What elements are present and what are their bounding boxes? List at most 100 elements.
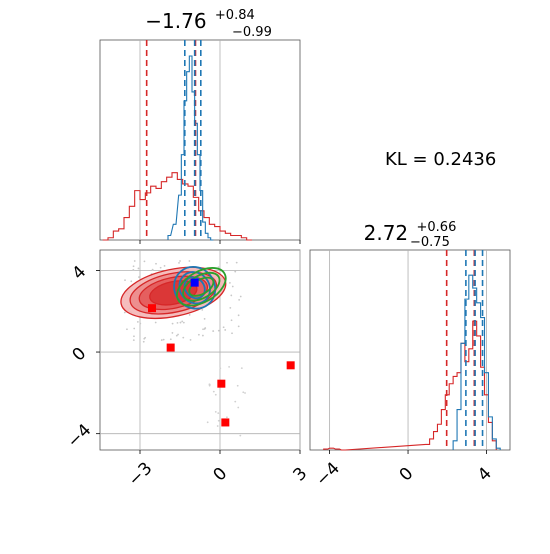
joint-sample-point [230, 294, 233, 297]
joint-x-tick-label: 0 [210, 464, 232, 486]
joint-contour-level [176, 267, 227, 307]
joint-sample-point [182, 321, 185, 324]
joint-sample-point [203, 318, 206, 320]
joint-y-tick-label: −4 [64, 420, 96, 452]
joint-sample-point [143, 337, 146, 340]
x2-marginal-panel: −4 0 4 [309, 249, 511, 491]
joint-sample-point [204, 327, 207, 329]
x2-title-value: 2.72 [364, 221, 409, 245]
joint-sample-point [217, 419, 220, 422]
x2-histogram-line [452, 274, 501, 450]
joint-sample-point [212, 390, 215, 393]
joint-sample-point [155, 262, 157, 265]
joint-sample-point [236, 384, 239, 387]
joint-sample-point [202, 328, 204, 331]
x2-title: 2.72 +0.66 [364, 220, 457, 245]
joint-sample-point [143, 260, 146, 263]
joint-sample-point [176, 321, 179, 324]
joint-sample-point [217, 329, 220, 332]
x1-title-minus: −0.99 [232, 25, 272, 40]
joint-sample-point [228, 365, 231, 368]
joint-sample-point [142, 340, 145, 343]
joint-sample-point [214, 393, 217, 396]
joint-sample-point [132, 339, 135, 342]
joint-red-marker [217, 379, 226, 388]
joint-sample-point [219, 367, 222, 370]
joint-x-tick-label: 3 [290, 464, 312, 486]
joint-panel: −3 0 3 −4 0 4 [64, 249, 312, 491]
joint-sample-point [133, 260, 136, 262]
x1-histogram-line [102, 172, 252, 241]
joint-sample-point [160, 339, 163, 341]
joint-sample-point [123, 311, 126, 314]
joint-contour-level [182, 271, 221, 302]
kl-annotation: KL = 0.2436 [385, 149, 496, 170]
joint-sample-point [151, 268, 154, 271]
joint-contour-level [183, 276, 206, 300]
x1-title: −1.76 +0.84 [145, 8, 255, 33]
joint-x-tick-label: −3 [125, 459, 157, 491]
joint-sample-point [217, 266, 220, 269]
joint-sample-point [171, 322, 174, 325]
joint-sample-point [226, 416, 228, 419]
joint-sample-point [229, 307, 232, 309]
x2-marginal-frame [309, 249, 511, 451]
joint-blue-marker [190, 278, 199, 287]
joint-sample-point [189, 338, 192, 341]
x2-marginal-tick-label: −4 [312, 459, 344, 491]
joint-sample-point [240, 367, 243, 370]
joint-sample-point [124, 279, 126, 281]
joint-sample-point [230, 319, 233, 322]
x2-title-plus: +0.66 [417, 220, 457, 235]
joint-sample-point [188, 260, 191, 262]
joint-y-tick-label: 4 [69, 262, 91, 284]
joint-sample-point [206, 421, 209, 424]
joint-sample-point [242, 391, 245, 394]
joint-sample-point [162, 338, 165, 341]
joint-sample-point [234, 400, 237, 403]
joint-sample-point [182, 336, 185, 339]
joint-sample-point [188, 313, 191, 316]
joint-sample-point [175, 334, 178, 337]
joint-sample-point [226, 261, 228, 264]
joint-sample-point [231, 285, 234, 288]
x2-marginal-tick-label: 0 [396, 464, 418, 486]
joint-sample-point [130, 280, 133, 283]
joint-sample-point [237, 314, 240, 317]
joint-sample-point [216, 425, 219, 427]
joint-sample-point [237, 325, 240, 328]
x1-title-plus: +0.84 [215, 8, 255, 23]
joint-sample-point [136, 321, 139, 323]
joint-sample-point [222, 326, 225, 329]
joint-sample-point [179, 321, 182, 324]
joint-sample-point [171, 332, 174, 334]
x1-marginal-panel [99, 39, 301, 244]
joint-sample-point [239, 295, 242, 298]
joint-sample-point [201, 334, 204, 337]
joint-sample-point [179, 260, 181, 262]
joint-sample-point [137, 267, 140, 270]
x1-histogram-line [167, 55, 214, 241]
joint-sample-point [212, 330, 215, 332]
x1-title-value: −1.76 [145, 9, 206, 33]
joint-sample-point [224, 329, 227, 331]
joint-sample-point [159, 266, 162, 269]
joint-sample-point [235, 261, 238, 264]
joint-sample-point [208, 384, 211, 387]
joint-sample-point [139, 322, 142, 325]
joint-sample-point [126, 328, 128, 331]
joint-sample-point [177, 333, 179, 336]
joint-sample-point [201, 308, 204, 311]
joint-red-marker [166, 343, 175, 352]
x2-histogram-line [323, 320, 497, 451]
joint-y-tick-label: 0 [69, 344, 91, 366]
joint-sample-point [231, 332, 233, 335]
joint-sample-point [178, 261, 180, 264]
joint-sample-point [239, 434, 242, 437]
x2-title-minus: −0.75 [410, 235, 450, 250]
joint-sample-point [133, 335, 135, 338]
joint-sample-point [154, 321, 157, 324]
joint-sample-point [237, 406, 240, 409]
joint-sample-point [217, 412, 220, 414]
joint-sample-point [163, 264, 166, 267]
